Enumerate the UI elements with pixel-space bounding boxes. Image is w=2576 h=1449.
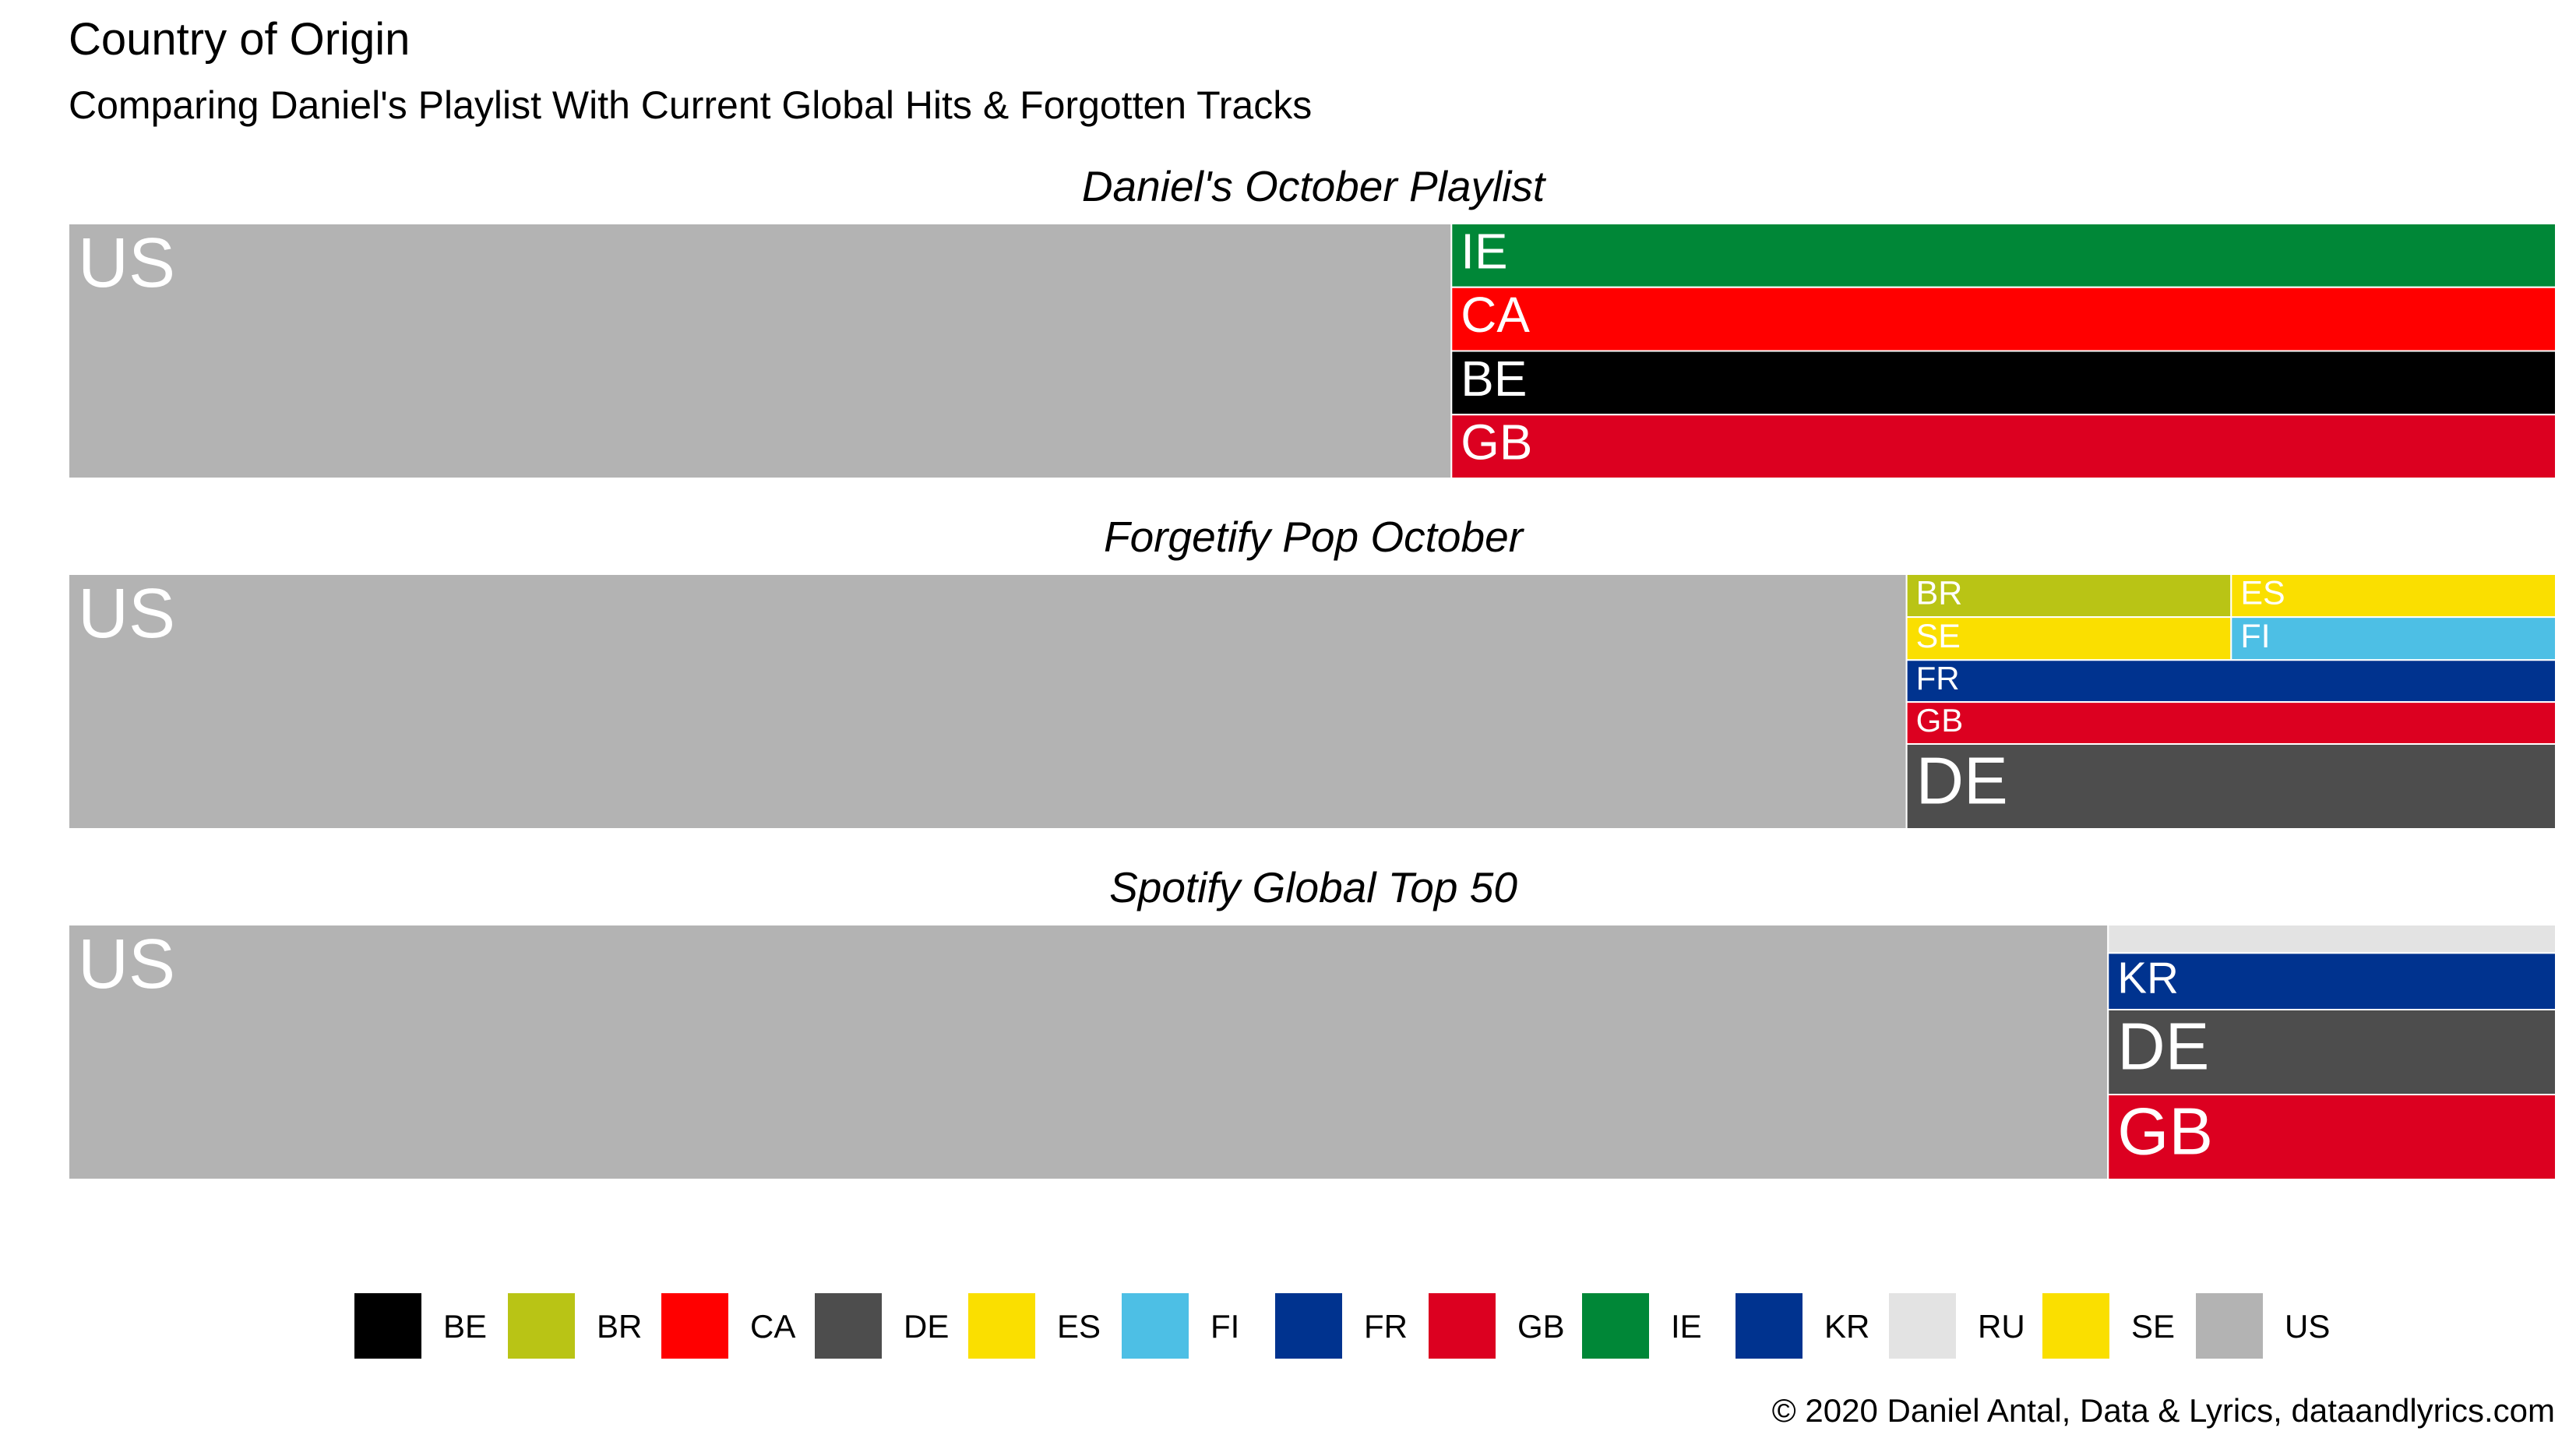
tile-label-us: US bbox=[78, 925, 175, 1003]
tile-label-us: US bbox=[78, 224, 175, 302]
legend-label-de: DE bbox=[904, 1308, 949, 1345]
tile-se: SE: 2.2 bbox=[1905, 616, 2232, 661]
legend-swatch-ca bbox=[661, 1293, 728, 1359]
legend-label-us: US bbox=[2285, 1308, 2330, 1345]
tile-gb: GB: 11.1 bbox=[1450, 414, 2557, 479]
legend-label-ca: CA bbox=[750, 1308, 795, 1345]
tile-us: US: 82 bbox=[68, 924, 2109, 1180]
legend-swatch-gb bbox=[1429, 1293, 1496, 1359]
facet-title: Forgetify Pop October bbox=[1104, 513, 1525, 561]
legend-label-fi: FI bbox=[1210, 1308, 1239, 1345]
legend-swatch-kr bbox=[1736, 1293, 1802, 1359]
tile-ca: CA: 11.1 bbox=[1450, 286, 2557, 352]
facet-title: Spotify Global Top 50 bbox=[1109, 863, 1517, 911]
tile-de: DE: 8.7 bbox=[1905, 743, 2557, 830]
tile-label-be: BE bbox=[1461, 351, 1527, 407]
tile-label-se: SE bbox=[1916, 618, 1961, 655]
tile-us: US: 55.6 bbox=[68, 223, 1453, 479]
legend-label-kr: KR bbox=[1824, 1308, 1869, 1345]
legend-swatch-fr bbox=[1275, 1293, 1342, 1359]
facet-title: Daniel's October Playlist bbox=[1082, 162, 1547, 210]
legend: BE BR CA DE ES FI FR GB IE KR RU SE US bbox=[354, 1293, 2330, 1359]
tile-be: BE: 11.1 bbox=[1450, 350, 2557, 416]
legend-swatch-us bbox=[2196, 1293, 2263, 1359]
legend-swatch-es bbox=[968, 1293, 1035, 1359]
legend-label-ie: IE bbox=[1671, 1308, 1702, 1345]
legend-swatch-be bbox=[354, 1293, 421, 1359]
tile-label-ie: IE bbox=[1461, 223, 1507, 279]
tile-label-gb: GB bbox=[1916, 702, 1964, 739]
facet-spotify-global-top-50: Spotify Global Top 50 US: 82USRU: 2KR: 4… bbox=[68, 863, 2557, 1180]
tile-br: BR: 2.2 bbox=[1905, 573, 2232, 619]
tile-gb: GB: 4.3 bbox=[1905, 701, 2557, 746]
tile-label-es: ES bbox=[2240, 575, 2285, 612]
tile-de: DE: 6 bbox=[2107, 1009, 2557, 1095]
tile-gb: GB: 6 bbox=[2107, 1094, 2557, 1180]
tile-label-de: DE bbox=[2117, 1010, 2209, 1084]
tile-label-de: DE bbox=[1916, 745, 2008, 819]
legend-swatch-br bbox=[508, 1293, 575, 1359]
tile-label-gb: GB bbox=[1461, 414, 1532, 471]
tile-label-gb: GB bbox=[2117, 1095, 2213, 1169]
tile-label-fr: FR bbox=[1916, 660, 1960, 696]
tile-label-fi: FI bbox=[2240, 618, 2270, 655]
legend-swatch-fi bbox=[1122, 1293, 1189, 1359]
legend-label-br: BR bbox=[597, 1308, 642, 1345]
tile-label-ca: CA bbox=[1461, 287, 1530, 343]
legend-label-ru: RU bbox=[1978, 1308, 2025, 1345]
tile-label-br: BR bbox=[1916, 575, 1963, 612]
legend-swatch-de bbox=[815, 1293, 882, 1359]
tile-label-kr: KR bbox=[2117, 954, 2179, 1003]
tile-ru: RU: 2 bbox=[2107, 924, 2557, 954]
tile-es: ES: 2.2 bbox=[2230, 573, 2557, 619]
tile-us: US: 73.9 bbox=[68, 573, 1908, 830]
legend-label-fr: FR bbox=[1364, 1308, 1408, 1345]
chart-title: Country of Origin bbox=[69, 14, 410, 65]
legend-swatch-se bbox=[2042, 1293, 2109, 1359]
legend-swatch-ru bbox=[1889, 1293, 1956, 1359]
chart-caption: © 2020 Daniel Antal, Data & Lyrics, data… bbox=[1772, 1392, 2555, 1429]
legend-label-es: ES bbox=[1057, 1308, 1101, 1345]
legend-swatch-ie bbox=[1582, 1293, 1649, 1359]
tile-label-us: US bbox=[78, 575, 175, 653]
tile-fr: FR: 4.3 bbox=[1905, 659, 2557, 703]
facet-daniels-october-playlist: Daniel's October Playlist US: 55.6US IE: … bbox=[68, 162, 2557, 479]
tile-ie: IE: 11.1 bbox=[1450, 223, 2557, 288]
legend-label-se: SE bbox=[2131, 1308, 2175, 1345]
facet-forgetify-pop-october: Forgetify Pop October US: 73.9US BR: 2.2 B… bbox=[68, 513, 2557, 830]
legend-label-be: BE bbox=[443, 1308, 487, 1345]
legend-label-gb: GB bbox=[1517, 1308, 1565, 1345]
chart-subtitle: Comparing Daniel's Playlist With Current… bbox=[69, 83, 1312, 127]
tile-fi: FI: 2.2 bbox=[2230, 616, 2557, 661]
